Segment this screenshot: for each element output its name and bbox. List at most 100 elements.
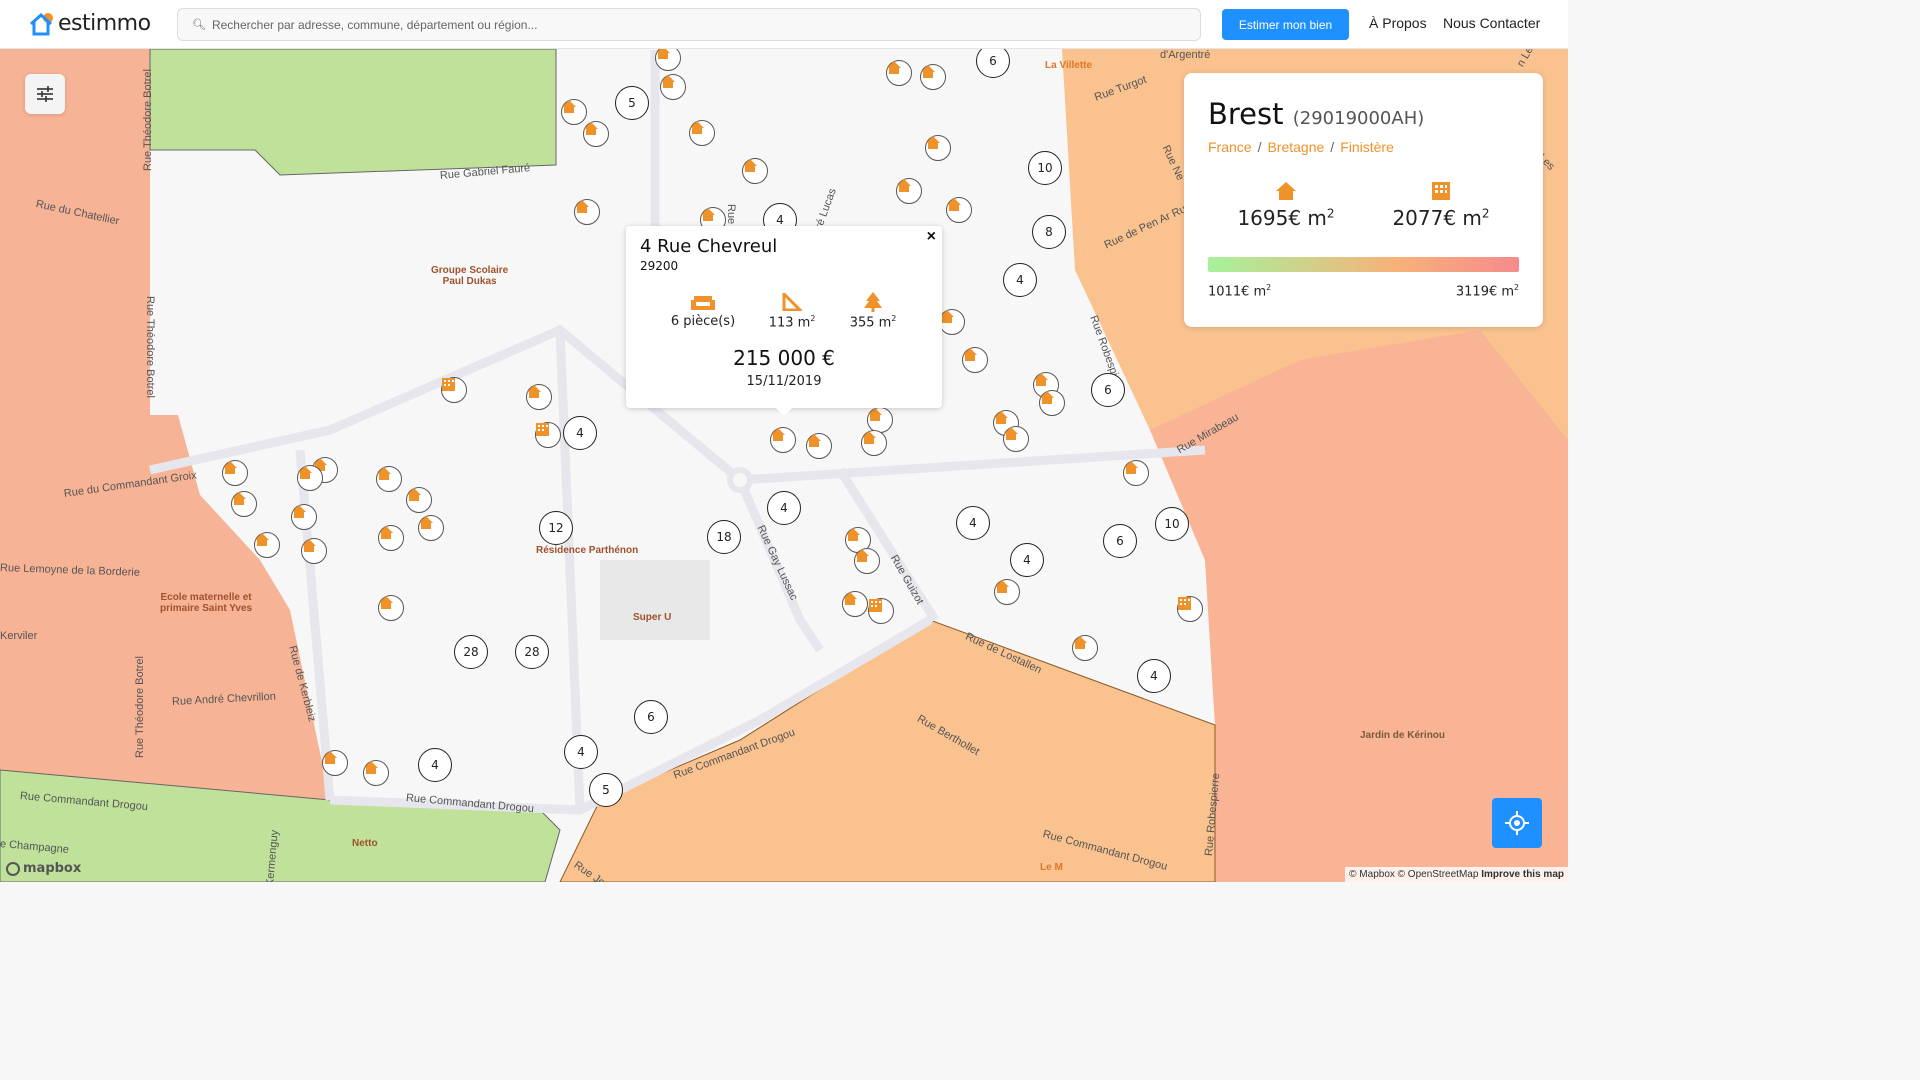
house-marker[interactable]: [583, 121, 609, 147]
house-marker[interactable]: [689, 120, 715, 146]
popup-area: 113 m2: [747, 290, 837, 330]
house-marker[interactable]: [861, 430, 887, 456]
cluster-marker[interactable]: 4: [563, 416, 597, 450]
cluster-marker[interactable]: 6: [634, 700, 668, 734]
cluster-marker[interactable]: 4: [1003, 263, 1037, 297]
house-marker[interactable]: [962, 347, 988, 373]
map[interactable]: Rue Théodore Botrel Rue Gabriel Fauré Rue …: [0, 49, 1568, 882]
house-marker[interactable]: [806, 433, 832, 459]
city-title: Brest (29019000AH): [1208, 97, 1425, 131]
house-marker[interactable]: [301, 538, 327, 564]
cluster-marker[interactable]: 4: [418, 748, 452, 782]
poi-label: Ecole maternelle et primaire Saint Yves: [160, 592, 253, 614]
apartment-marker[interactable]: [441, 377, 467, 403]
house-price-stat: 1695€ m2: [1216, 181, 1356, 230]
filter-button[interactable]: [25, 74, 65, 114]
mapbox-logo[interactable]: mapbox: [6, 861, 81, 876]
house-marker[interactable]: [526, 384, 552, 410]
search-icon: 🔍︎: [192, 18, 206, 31]
house-marker[interactable]: [742, 158, 768, 184]
cluster-marker[interactable]: 10: [1155, 507, 1189, 541]
cluster-marker[interactable]: 4: [564, 735, 598, 769]
cluster-marker[interactable]: 18: [707, 520, 741, 554]
house-marker[interactable]: [660, 74, 686, 100]
max-price: 3119€ m2: [1455, 283, 1519, 300]
nav-about[interactable]: À Propos: [1369, 15, 1427, 31]
house-marker[interactable]: [322, 750, 348, 776]
cluster-marker[interactable]: 6: [1103, 524, 1137, 558]
cluster-marker[interactable]: 4: [767, 491, 801, 525]
house-marker[interactable]: [1123, 460, 1149, 486]
breadcrumb-france[interactable]: France: [1208, 139, 1252, 155]
house-marker[interactable]: [297, 465, 323, 491]
house-marker[interactable]: [561, 99, 587, 125]
house-marker[interactable]: [770, 427, 796, 453]
house-marker[interactable]: [920, 64, 946, 90]
poi-label: Super U: [633, 612, 672, 623]
street-label: Rue Théodore Botrel: [144, 296, 156, 398]
house-marker[interactable]: [854, 548, 880, 574]
cluster-marker[interactable]: 28: [515, 635, 549, 669]
house-marker[interactable]: [946, 197, 972, 223]
cluster-marker[interactable]: 6: [1091, 373, 1125, 407]
cluster-marker[interactable]: 5: [615, 86, 649, 120]
house-icon: [1276, 182, 1296, 200]
breadcrumb-bretagne[interactable]: Bretagne: [1267, 139, 1325, 155]
breadcrumb-finistere[interactable]: Finistère: [1340, 139, 1394, 155]
sofa-icon: [658, 290, 748, 314]
house-marker[interactable]: [1003, 426, 1029, 452]
price-gradient-bar: [1208, 257, 1519, 272]
apartment-marker[interactable]: [868, 598, 894, 624]
city-code: (29019000AH): [1292, 108, 1425, 129]
estimate-button[interactable]: Estimer mon bien: [1222, 9, 1349, 40]
house-marker[interactable]: [376, 466, 402, 492]
house-marker[interactable]: [363, 760, 389, 786]
logo[interactable]: estimmo: [29, 11, 151, 36]
cluster-marker[interactable]: 4: [1137, 659, 1171, 693]
cluster-marker[interactable]: 4: [956, 506, 990, 540]
street-label: Rue Théodore Botrel: [134, 656, 146, 758]
house-marker[interactable]: [231, 491, 257, 517]
house-marker[interactable]: [896, 178, 922, 204]
search-bar[interactable]: 🔍︎: [177, 8, 1201, 41]
house-marker[interactable]: [418, 515, 444, 541]
house-marker[interactable]: [254, 532, 280, 558]
house-marker[interactable]: [994, 579, 1020, 605]
house-marker[interactable]: [574, 199, 600, 225]
tree-icon: [828, 290, 918, 314]
improve-map-link[interactable]: Improve this map: [1481, 869, 1564, 880]
house-marker[interactable]: [867, 407, 893, 433]
house-marker[interactable]: [406, 487, 432, 513]
house-marker[interactable]: [925, 135, 951, 161]
apartment-marker[interactable]: [535, 422, 561, 448]
cluster-marker[interactable]: 12: [539, 511, 573, 545]
popup-address: 4 Rue Chevreul: [640, 236, 778, 257]
min-price: 1011€ m2: [1208, 283, 1272, 300]
apartment-marker[interactable]: [1177, 596, 1203, 622]
cluster-marker[interactable]: 10: [1028, 151, 1062, 185]
geolocate-button[interactable]: [1492, 798, 1542, 848]
search-input[interactable]: [211, 17, 1170, 32]
cluster-marker[interactable]: 28: [454, 635, 488, 669]
popup-price: 215 000 €: [733, 346, 835, 370]
street-label: Kerviler: [0, 630, 38, 642]
poi-label: Le M: [1040, 862, 1063, 873]
street-label: d'Argentré: [1160, 49, 1211, 61]
cluster-marker[interactable]: 4: [1010, 543, 1044, 577]
house-marker[interactable]: [291, 504, 317, 530]
house-marker[interactable]: [886, 60, 912, 86]
cluster-marker[interactable]: 8: [1032, 215, 1066, 249]
popup-close-button[interactable]: ×: [926, 228, 936, 245]
house-marker[interactable]: [655, 49, 681, 71]
house-marker[interactable]: [378, 595, 404, 621]
nav-contact[interactable]: Nous Contacter: [1443, 15, 1541, 31]
cluster-marker[interactable]: 5: [589, 773, 623, 807]
house-marker[interactable]: [222, 460, 248, 486]
house-marker[interactable]: [1072, 635, 1098, 661]
house-marker[interactable]: [842, 591, 868, 617]
house-marker[interactable]: [1039, 390, 1065, 416]
house-marker[interactable]: [378, 525, 404, 551]
cluster-marker[interactable]: 6: [976, 49, 1010, 78]
house-marker[interactable]: [939, 309, 965, 335]
popup-land: 355 m2: [828, 290, 918, 330]
